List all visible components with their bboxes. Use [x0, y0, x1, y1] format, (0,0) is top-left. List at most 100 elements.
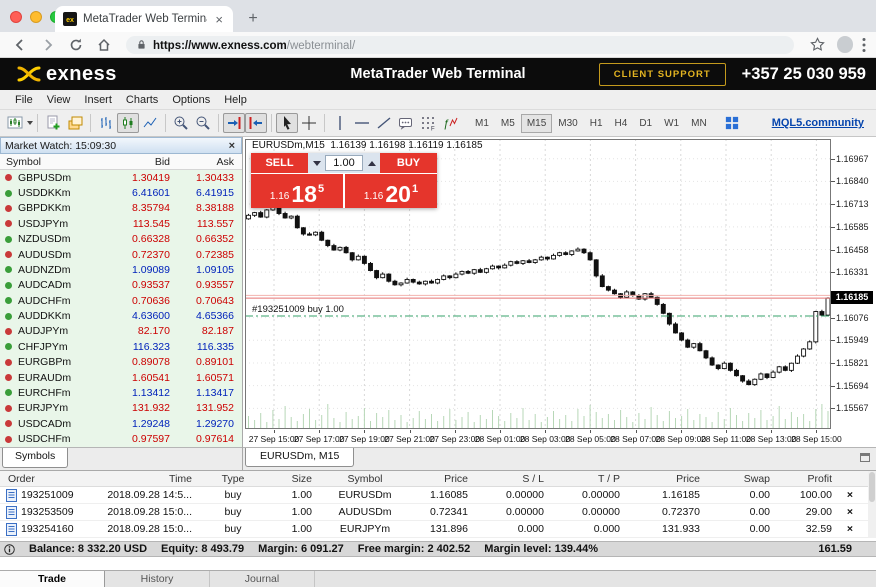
- back-icon[interactable]: [12, 37, 28, 53]
- trade-panel-scrollbar[interactable]: [868, 471, 876, 538]
- buy-price-button[interactable]: 1.16 20 1: [345, 174, 437, 208]
- market-watch-row-audjpym[interactable]: AUDJPYm 82.170 82.187: [0, 324, 242, 339]
- trendline-tool-icon[interactable]: [373, 113, 395, 133]
- client-support-button[interactable]: CLIENT SUPPORT: [598, 62, 726, 86]
- volume-input[interactable]: 1.00: [325, 155, 363, 171]
- browser-menu-icon[interactable]: [862, 37, 866, 53]
- url-field[interactable]: https://www.exness.com/webterminal/: [126, 35, 794, 54]
- chart-tab-eurusdm[interactable]: EURUSDm, M15: [245, 448, 355, 467]
- column-price-open[interactable]: Price: [444, 473, 468, 485]
- menu-item-file[interactable]: File: [15, 93, 33, 106]
- new-chart-icon[interactable]: [4, 113, 26, 133]
- line-chart-icon[interactable]: [139, 113, 161, 133]
- home-icon[interactable]: [96, 37, 112, 53]
- sell-price-button[interactable]: 1.16 18 5: [251, 174, 343, 208]
- market-watch-row-auddkkm[interactable]: AUDDKKm 4.63600 4.65366: [0, 308, 242, 323]
- menu-item-options[interactable]: Options: [172, 93, 211, 106]
- profile-avatar[interactable]: [836, 36, 853, 53]
- column-symbol[interactable]: Symbol: [347, 473, 383, 485]
- cursor-icon[interactable]: [276, 113, 298, 133]
- indicators-icon[interactable]: ƒ: [439, 113, 461, 133]
- buy-button[interactable]: BUY: [380, 153, 437, 173]
- market-watch-row-eurjpym[interactable]: EURJPYm 131.932 131.952: [0, 401, 242, 416]
- profiles-icon[interactable]: [64, 113, 86, 133]
- column-price-current[interactable]: Price: [676, 473, 700, 485]
- market-watch-row-audchfm[interactable]: AUDCHFm 0.70636 0.70643: [0, 293, 242, 308]
- auto-scroll-icon[interactable]: [223, 113, 245, 133]
- close-window-button[interactable]: [10, 11, 22, 23]
- new-tab-button[interactable]: +: [248, 10, 258, 27]
- market-watch-row-usdcadm[interactable]: USDCADm 1.29248 1.29270: [0, 416, 242, 431]
- price-axis[interactable]: 1.16967 1.16840 1.16713 1.16585 1.16458 1.163…: [831, 139, 876, 429]
- column-bid[interactable]: Bid: [154, 155, 170, 168]
- new-order-icon[interactable]: [42, 113, 64, 133]
- timeframe-h1[interactable]: H1: [589, 117, 603, 129]
- trade-row-193251009[interactable]: 193251009 2018.09.28 14:5... buy 1.00 EURUSD…: [0, 487, 876, 504]
- timeframe-h4[interactable]: H4: [614, 117, 628, 129]
- column-ask[interactable]: Ask: [216, 155, 234, 168]
- restore-window-icon[interactable]: [860, 453, 870, 462]
- exness-logo[interactable]: exness: [16, 63, 117, 86]
- column-size[interactable]: Size: [291, 473, 312, 485]
- candlestick-chart-icon[interactable]: [117, 113, 139, 133]
- tile-windows-icon[interactable]: [721, 113, 743, 133]
- close-position-icon[interactable]: ×: [846, 489, 854, 501]
- minimize-window-button[interactable]: [30, 11, 42, 23]
- market-watch-titlebar[interactable]: Market Watch: 15:09:30 ×: [0, 137, 242, 154]
- market-watch-row-usddkkm[interactable]: USDDKKm 6.41601 6.41915: [0, 185, 242, 200]
- market-watch-row-gbpdkkm[interactable]: GBPDKKm 8.35794 8.38188: [0, 201, 242, 216]
- timeframe-d1[interactable]: D1: [639, 117, 653, 129]
- market-watch-row-euraudm[interactable]: EURAUDm 1.60541 1.60571: [0, 370, 242, 385]
- terminal-tab-trade[interactable]: Trade: [0, 571, 105, 587]
- close-position-icon[interactable]: ×: [846, 523, 854, 535]
- menu-item-help[interactable]: Help: [224, 93, 247, 106]
- menu-item-view[interactable]: View: [46, 93, 71, 106]
- column-tp[interactable]: T / P: [598, 473, 620, 485]
- market-watch-row-usdjpym[interactable]: USDJPYm 113.545 113.557: [0, 216, 242, 231]
- market-watch-row-audnzdm[interactable]: AUDNZDm 1.09089 1.09105: [0, 262, 242, 277]
- grid-icon[interactable]: F: [417, 113, 439, 133]
- new-chart-dropdown-caret-icon[interactable]: [27, 121, 33, 125]
- menu-item-charts[interactable]: Charts: [125, 93, 159, 106]
- reload-icon[interactable]: [68, 37, 84, 53]
- volume-decrease-button[interactable]: [308, 153, 325, 173]
- column-time[interactable]: Time: [169, 473, 192, 485]
- bookmark-star-icon[interactable]: [809, 37, 825, 52]
- timeframe-m15[interactable]: M15: [520, 113, 553, 133]
- candlestick-plot[interactable]: [245, 139, 831, 429]
- crosshair-icon[interactable]: [298, 113, 320, 133]
- timeframe-m30[interactable]: M30: [558, 117, 578, 129]
- browser-tab[interactable]: ex MetaTrader Web Terminal ×: [55, 6, 233, 32]
- timeframe-w1[interactable]: W1: [664, 117, 680, 129]
- tab-close-icon[interactable]: ×: [215, 11, 223, 27]
- market-watch-row-nzdusdm[interactable]: NZDUSDm 0.66328 0.66352: [0, 232, 242, 247]
- market-watch-row-audcadm[interactable]: AUDCADm 0.93537 0.93557: [0, 278, 242, 293]
- sell-button[interactable]: SELL: [251, 153, 308, 173]
- column-symbol[interactable]: Symbol: [6, 155, 42, 168]
- trade-row-193253509[interactable]: 193253509 2018.09.28 15:0... buy 1.00 AUDUSD…: [0, 504, 876, 521]
- market-watch-row-usdchfm[interactable]: USDCHFm 0.97597 0.97614: [0, 431, 242, 446]
- forward-icon[interactable]: [40, 37, 56, 53]
- trade-row-193254160[interactable]: 193254160 2018.09.28 15:0... buy 1.00 EURJPY…: [0, 521, 876, 538]
- column-order[interactable]: Order: [8, 473, 35, 485]
- bar-chart-icon[interactable]: [95, 113, 117, 133]
- market-watch-row-gbpusdm[interactable]: GBPUSDm 1.30419 1.30433: [0, 170, 242, 185]
- mql5-community-link[interactable]: MQL5.community: [771, 117, 864, 129]
- market-watch-row-eurchfm[interactable]: EURCHFm 1.13412 1.13417: [0, 385, 242, 400]
- market-watch-row-chfjpym[interactable]: CHFJPYm 116.323 116.335: [0, 339, 242, 354]
- terminal-tab-history[interactable]: History: [105, 571, 210, 587]
- support-phone-number[interactable]: +357 25 030 959: [741, 64, 866, 83]
- terminal-tab-journal[interactable]: Journal: [210, 571, 315, 587]
- zoom-out-icon[interactable]: [192, 113, 214, 133]
- column-sl[interactable]: S / L: [522, 473, 544, 485]
- zoom-in-icon[interactable]: [170, 113, 192, 133]
- chart-shift-icon[interactable]: [245, 113, 267, 133]
- symbols-tab[interactable]: Symbols: [2, 448, 69, 468]
- column-type[interactable]: Type: [221, 473, 245, 485]
- timeframe-m5[interactable]: M5: [500, 117, 515, 129]
- horizontal-line-tool-icon[interactable]: [351, 113, 373, 133]
- volume-increase-button[interactable]: [363, 153, 380, 173]
- column-swap[interactable]: Swap: [743, 473, 770, 485]
- market-watch-row-audusdm[interactable]: AUDUSDm 0.72370 0.72385: [0, 247, 242, 262]
- timeframe-mn[interactable]: MN: [691, 117, 707, 129]
